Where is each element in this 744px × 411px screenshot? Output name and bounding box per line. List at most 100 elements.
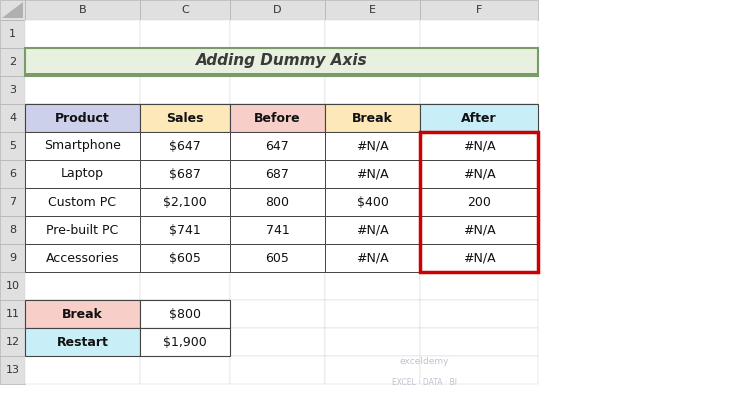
FancyBboxPatch shape bbox=[325, 160, 420, 188]
FancyBboxPatch shape bbox=[230, 104, 325, 132]
FancyBboxPatch shape bbox=[0, 104, 25, 132]
FancyBboxPatch shape bbox=[0, 76, 25, 104]
FancyBboxPatch shape bbox=[0, 160, 25, 188]
Text: Sales: Sales bbox=[166, 111, 204, 125]
FancyBboxPatch shape bbox=[0, 272, 25, 300]
FancyBboxPatch shape bbox=[325, 272, 420, 300]
FancyBboxPatch shape bbox=[230, 160, 325, 188]
Text: B: B bbox=[79, 5, 86, 15]
FancyBboxPatch shape bbox=[230, 244, 325, 272]
Text: E: E bbox=[369, 5, 376, 15]
FancyBboxPatch shape bbox=[25, 104, 140, 132]
Text: 200: 200 bbox=[467, 196, 491, 208]
FancyBboxPatch shape bbox=[230, 188, 325, 216]
Text: #N/A: #N/A bbox=[463, 168, 496, 180]
Text: 1: 1 bbox=[9, 29, 16, 39]
FancyBboxPatch shape bbox=[420, 216, 538, 244]
FancyBboxPatch shape bbox=[0, 20, 25, 48]
Text: 9: 9 bbox=[9, 253, 16, 263]
FancyBboxPatch shape bbox=[25, 188, 140, 216]
FancyBboxPatch shape bbox=[325, 244, 420, 272]
FancyBboxPatch shape bbox=[420, 104, 538, 132]
Text: C: C bbox=[181, 5, 189, 15]
Text: 13: 13 bbox=[5, 365, 19, 375]
FancyBboxPatch shape bbox=[420, 300, 538, 328]
FancyBboxPatch shape bbox=[140, 300, 230, 328]
FancyBboxPatch shape bbox=[140, 20, 230, 48]
Text: #N/A: #N/A bbox=[356, 224, 389, 236]
FancyBboxPatch shape bbox=[325, 216, 420, 244]
FancyBboxPatch shape bbox=[325, 356, 420, 384]
FancyBboxPatch shape bbox=[140, 76, 230, 104]
Text: 605: 605 bbox=[266, 252, 289, 265]
FancyBboxPatch shape bbox=[420, 356, 538, 384]
FancyBboxPatch shape bbox=[420, 48, 538, 76]
FancyBboxPatch shape bbox=[325, 20, 420, 48]
FancyBboxPatch shape bbox=[230, 216, 325, 244]
Text: $647: $647 bbox=[169, 139, 201, 152]
FancyBboxPatch shape bbox=[25, 0, 140, 20]
FancyBboxPatch shape bbox=[325, 0, 420, 20]
FancyBboxPatch shape bbox=[0, 244, 25, 272]
Text: Laptop: Laptop bbox=[61, 168, 104, 180]
Text: 2: 2 bbox=[9, 57, 16, 67]
FancyBboxPatch shape bbox=[140, 216, 230, 244]
FancyBboxPatch shape bbox=[25, 132, 140, 160]
FancyBboxPatch shape bbox=[420, 244, 538, 272]
FancyBboxPatch shape bbox=[420, 104, 538, 132]
FancyBboxPatch shape bbox=[0, 300, 25, 328]
FancyBboxPatch shape bbox=[140, 328, 230, 356]
FancyBboxPatch shape bbox=[25, 76, 140, 104]
Text: #N/A: #N/A bbox=[356, 168, 389, 180]
Text: 687: 687 bbox=[266, 168, 289, 180]
FancyBboxPatch shape bbox=[420, 328, 538, 356]
FancyBboxPatch shape bbox=[325, 328, 420, 356]
Text: 11: 11 bbox=[5, 309, 19, 319]
FancyBboxPatch shape bbox=[140, 104, 230, 132]
Text: $741: $741 bbox=[169, 224, 201, 236]
FancyBboxPatch shape bbox=[325, 104, 420, 132]
FancyBboxPatch shape bbox=[230, 272, 325, 300]
FancyBboxPatch shape bbox=[420, 132, 538, 160]
FancyBboxPatch shape bbox=[0, 356, 25, 384]
FancyBboxPatch shape bbox=[420, 188, 538, 216]
FancyBboxPatch shape bbox=[140, 244, 230, 272]
FancyBboxPatch shape bbox=[25, 20, 140, 48]
Text: #N/A: #N/A bbox=[463, 252, 496, 265]
Text: #N/A: #N/A bbox=[463, 139, 496, 152]
FancyBboxPatch shape bbox=[0, 216, 25, 244]
Text: 8: 8 bbox=[9, 225, 16, 235]
FancyBboxPatch shape bbox=[230, 300, 325, 328]
Text: $1,900: $1,900 bbox=[163, 335, 207, 349]
FancyBboxPatch shape bbox=[25, 328, 140, 356]
FancyBboxPatch shape bbox=[325, 216, 420, 244]
FancyBboxPatch shape bbox=[420, 0, 538, 20]
FancyBboxPatch shape bbox=[325, 300, 420, 328]
FancyBboxPatch shape bbox=[140, 0, 230, 20]
FancyBboxPatch shape bbox=[140, 132, 230, 160]
FancyBboxPatch shape bbox=[140, 300, 230, 328]
Polygon shape bbox=[2, 2, 23, 18]
Text: 800: 800 bbox=[266, 196, 289, 208]
FancyBboxPatch shape bbox=[325, 188, 420, 216]
FancyBboxPatch shape bbox=[25, 48, 538, 76]
FancyBboxPatch shape bbox=[0, 328, 25, 356]
FancyBboxPatch shape bbox=[0, 0, 25, 20]
FancyBboxPatch shape bbox=[230, 48, 325, 76]
FancyBboxPatch shape bbox=[230, 328, 325, 356]
Text: #N/A: #N/A bbox=[356, 139, 389, 152]
Text: #N/A: #N/A bbox=[463, 224, 496, 236]
FancyBboxPatch shape bbox=[230, 76, 325, 104]
FancyBboxPatch shape bbox=[140, 188, 230, 216]
FancyBboxPatch shape bbox=[25, 328, 140, 356]
FancyBboxPatch shape bbox=[420, 244, 538, 272]
Text: $800: $800 bbox=[169, 307, 201, 321]
FancyBboxPatch shape bbox=[325, 104, 420, 132]
Text: 647: 647 bbox=[266, 139, 289, 152]
FancyBboxPatch shape bbox=[420, 76, 538, 104]
FancyBboxPatch shape bbox=[230, 132, 325, 160]
Text: 6: 6 bbox=[9, 169, 16, 179]
Text: 10: 10 bbox=[5, 281, 19, 291]
FancyBboxPatch shape bbox=[25, 216, 140, 244]
FancyBboxPatch shape bbox=[230, 188, 325, 216]
